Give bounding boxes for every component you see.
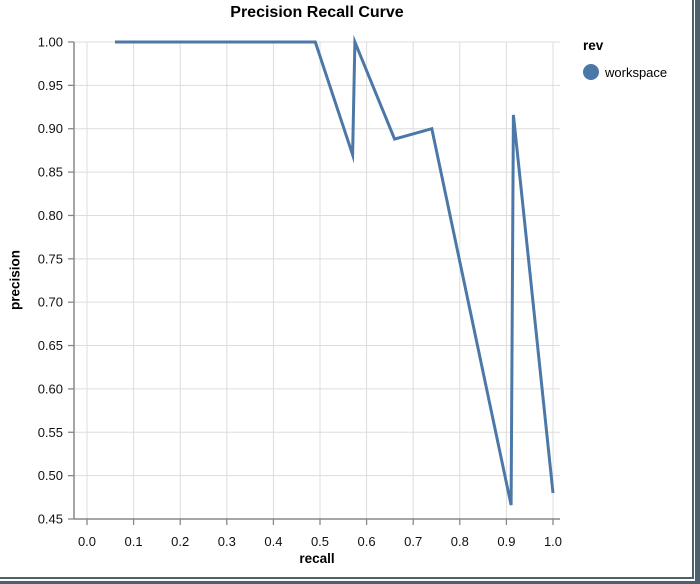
- chart-title: Precision Recall Curve: [230, 4, 404, 21]
- y-tick-label: 0.85: [38, 165, 63, 180]
- y-tick-label: 0.75: [38, 251, 63, 266]
- x-tick-label: 0.3: [218, 534, 236, 549]
- y-tick-label: 0.90: [38, 121, 63, 136]
- legend-item-label: workspace: [605, 64, 668, 80]
- plot-area[interactable]: [74, 42, 560, 519]
- y-tick-label: 0.45: [38, 512, 63, 527]
- legend-title: rev: [583, 38, 604, 53]
- legend-item-workspace[interactable]: workspace: [583, 64, 667, 80]
- x-tick-label: 0.9: [497, 534, 515, 549]
- legend: rev workspace: [583, 38, 667, 80]
- y-tick-label: 0.65: [38, 338, 63, 353]
- y-tick-label: 0.60: [38, 381, 63, 396]
- x-tick-label: 0.5: [311, 534, 329, 549]
- panel-inner-border-bottom: [0, 577, 693, 579]
- x-tick-label: 0.2: [171, 534, 189, 549]
- y-tick-label: 0.55: [38, 425, 63, 440]
- y-tick-label: 0.80: [38, 208, 63, 223]
- panel-border-right: [695, 0, 700, 584]
- panel-border-bottom: [0, 581, 695, 584]
- x-tick-label: 0.1: [125, 534, 143, 549]
- pr-curve-line: [115, 34, 555, 506]
- y-tick-label: 0.70: [38, 295, 63, 310]
- x-tick-label: 1.0: [544, 534, 562, 549]
- y-axis-title: precision: [7, 249, 23, 311]
- y-tick-label: 0.50: [38, 468, 63, 483]
- panel-inner-border-right: [691, 0, 694, 579]
- x-tick-label: 0.4: [264, 534, 282, 549]
- legend-swatch-icon: [583, 64, 599, 80]
- x-tick-label: 0.0: [78, 534, 96, 549]
- y-tick-label: 0.95: [38, 78, 63, 93]
- y-tick-label: 1.00: [38, 35, 63, 50]
- x-axis-title: recall: [299, 551, 335, 566]
- x-tick-label: 0.6: [358, 534, 376, 549]
- x-tick-label: 0.8: [451, 534, 469, 549]
- x-tick-label: 0.7: [404, 534, 422, 549]
